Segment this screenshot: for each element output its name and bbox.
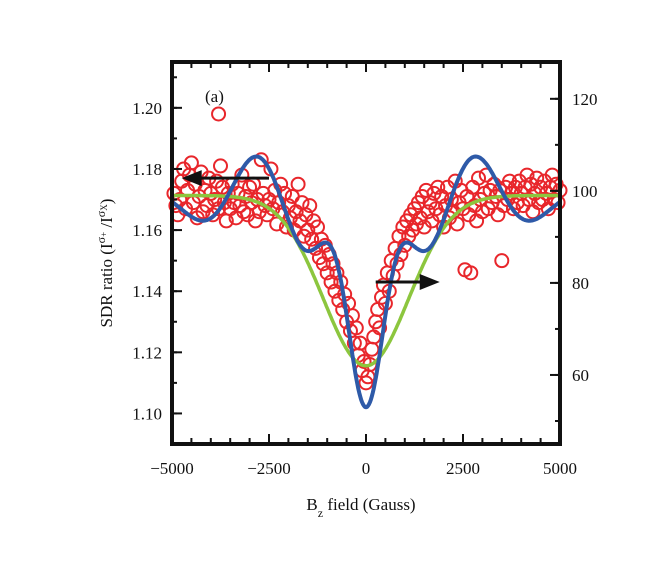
data-point [247, 213, 263, 229]
scatter-series [166, 106, 568, 391]
y-axis-label-sup2b: X [99, 204, 109, 211]
data-point [372, 320, 388, 336]
panel-label: (a) [205, 87, 224, 106]
data-point [463, 265, 479, 281]
y-right-tick-label: 120 [572, 90, 598, 109]
x-axis-label-sub: z [318, 506, 323, 520]
y-axis-label-sup1b: + [99, 232, 109, 237]
data-point [358, 375, 374, 391]
y-left-tick-label: 1.20 [132, 99, 162, 118]
data-point [529, 170, 545, 186]
x-tick-label: 5000 [543, 459, 577, 478]
y-ticks-right: 60 80 100 120 [550, 90, 598, 422]
data-point [449, 216, 465, 232]
data-point [471, 170, 487, 186]
data-point [213, 158, 228, 174]
y-axis-label: SDR ratio (Iσ+ /IσX) [94, 199, 116, 328]
right-arrow-head [419, 274, 440, 291]
x-axis-label-main: B [306, 495, 317, 514]
data-point [494, 253, 510, 269]
y-axis-label-prefix: SDR ratio (I [97, 243, 116, 327]
y-axis-label-suffix: ) [97, 199, 116, 205]
data-point [253, 152, 269, 168]
axis-arrows [181, 170, 440, 291]
x-tick-label: 2500 [446, 459, 480, 478]
left-arrow-head [181, 170, 202, 187]
y-right-tick-label: 100 [572, 182, 598, 201]
y-right-tick-label: 80 [572, 274, 589, 293]
data-point [364, 341, 380, 357]
data-point [302, 198, 318, 214]
data-point [290, 176, 306, 192]
data-point [304, 231, 320, 247]
x-axis-label-rest: field (Gauss) [323, 495, 416, 514]
data-point [430, 179, 446, 195]
data-point [207, 192, 223, 208]
data-point [242, 179, 258, 195]
y-left-tick-label: 1.16 [132, 221, 162, 240]
x-ticks: −5000 −2500 0 2500 5000 [150, 62, 577, 478]
y-left-tick-label: 1.14 [132, 282, 162, 301]
x-tick-label: 0 [362, 459, 371, 478]
y-axis-label-sup1: σ [94, 236, 108, 243]
y-axis-label-sup2: σ [94, 210, 108, 217]
data-point [325, 256, 341, 272]
y-ticks-left: 1.10 1.12 1.14 1.16 1.18 1.20 [132, 76, 182, 445]
y-left-tick-label: 1.10 [132, 404, 162, 423]
x-tick-label: −2500 [247, 459, 291, 478]
data-point [183, 155, 199, 171]
y-axis-label-mid: /I [97, 217, 116, 232]
data-point [211, 106, 227, 122]
data-point [236, 204, 252, 220]
x-axis-label: Bz field (Gauss) [306, 495, 415, 520]
plot-frame [170, 60, 562, 446]
y-left-tick-label: 1.12 [132, 343, 162, 362]
x-tick-label: −5000 [150, 459, 194, 478]
y-right-tick-label: 60 [572, 366, 589, 385]
y-left-tick-label: 1.18 [132, 160, 162, 179]
data-point [352, 335, 368, 351]
data-point [519, 167, 535, 183]
lorentzian-fit-line [171, 193, 561, 368]
